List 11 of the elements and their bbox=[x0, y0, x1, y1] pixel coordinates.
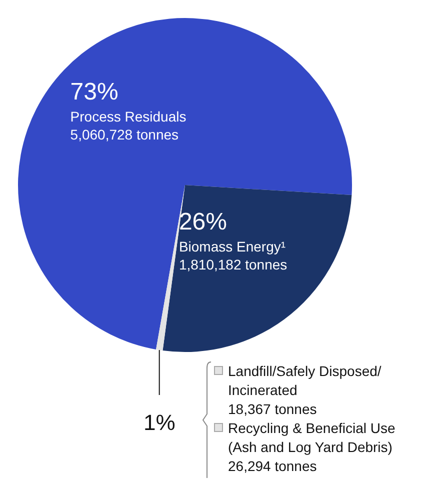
slice-label: Process Residuals bbox=[70, 108, 186, 124]
text: 26% bbox=[178, 208, 227, 236]
slice-label: Biomass Energy¹ bbox=[178, 238, 286, 254]
text: 1% bbox=[143, 410, 176, 435]
legend-label: Recycling & Beneficial Use (Ash and Log Yard Debris) bbox=[228, 420, 396, 455]
data-label: 1,810,182 tonnes bbox=[178, 256, 288, 272]
data-label: 5,060,728 tonnes bbox=[70, 126, 179, 142]
data-label: 18,367 tonnes bbox=[228, 401, 317, 417]
legend-label: Landfill/Safely Disposed/ Incinerated bbox=[228, 363, 382, 398]
data-label: 26,294 tonnes bbox=[228, 458, 317, 474]
text: 73% bbox=[70, 78, 118, 106]
